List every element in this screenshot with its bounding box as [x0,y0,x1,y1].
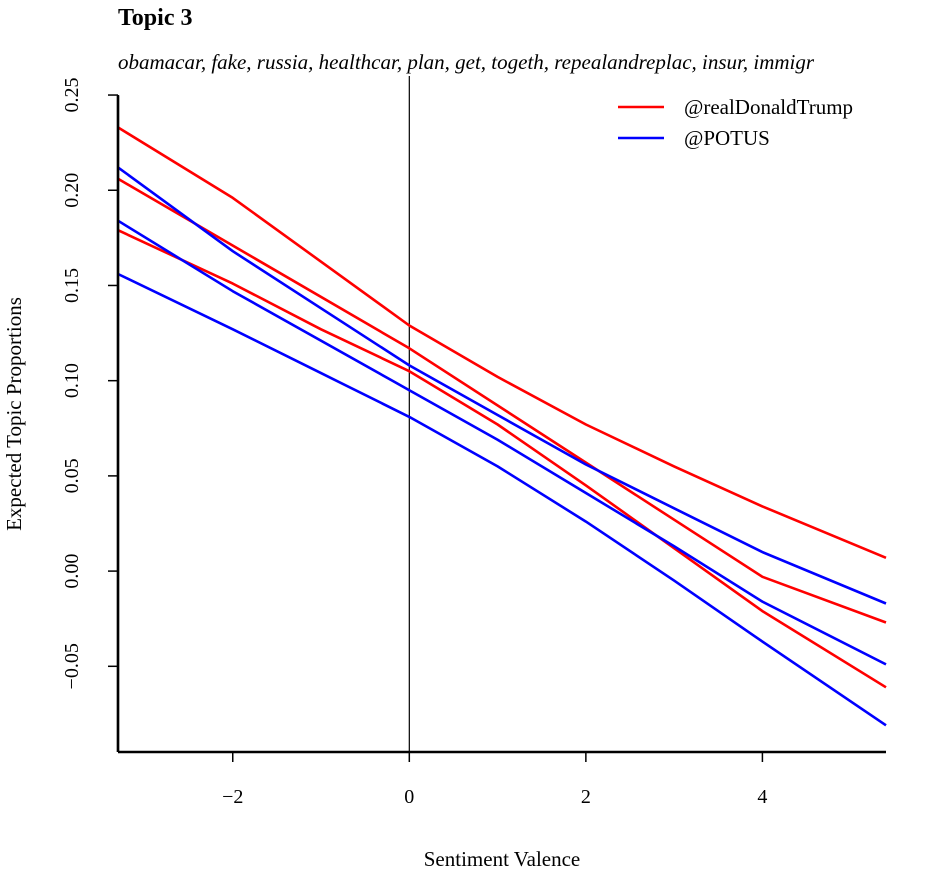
plot-area [117,76,887,752]
y-tick-label: −0.05 [61,643,83,689]
x-tick-label: 0 [404,786,414,808]
y-tick-label: 0.00 [61,554,83,589]
legend-label-0: @realDonaldTrump [684,95,853,119]
y-tick-label: 0.20 [61,173,83,208]
y-tick-label: 0.25 [61,78,83,113]
axes: −2 0 2 4 −0.05 0.00 0.05 0.10 0.15 0.20 0.25 [61,78,886,808]
x-axis-label: Sentiment Valence [424,847,581,871]
series-line-1 [117,126,887,560]
y-tick-label: 0.15 [61,268,83,303]
series-line-5 [117,272,887,727]
y-axis-label: Expected Topic Proportions [2,297,26,531]
series-line-3 [117,166,887,605]
chart-subtitle: obamacar, fake, russia, healthcar, plan,… [118,50,815,74]
series-line-2 [117,229,887,689]
y-tick-label: 0.10 [61,363,83,398]
chart-title: Topic 3 [118,5,192,31]
legend: @realDonaldTrump @POTUS [618,95,853,150]
series-line-0 [117,177,887,624]
y-tick-label: 0.05 [61,458,83,493]
x-tick-label: 4 [757,786,767,808]
x-tick-label: −2 [222,786,243,808]
legend-label-1: @POTUS [684,126,770,150]
x-tick-label: 2 [581,786,591,808]
series-line-4 [117,219,887,666]
